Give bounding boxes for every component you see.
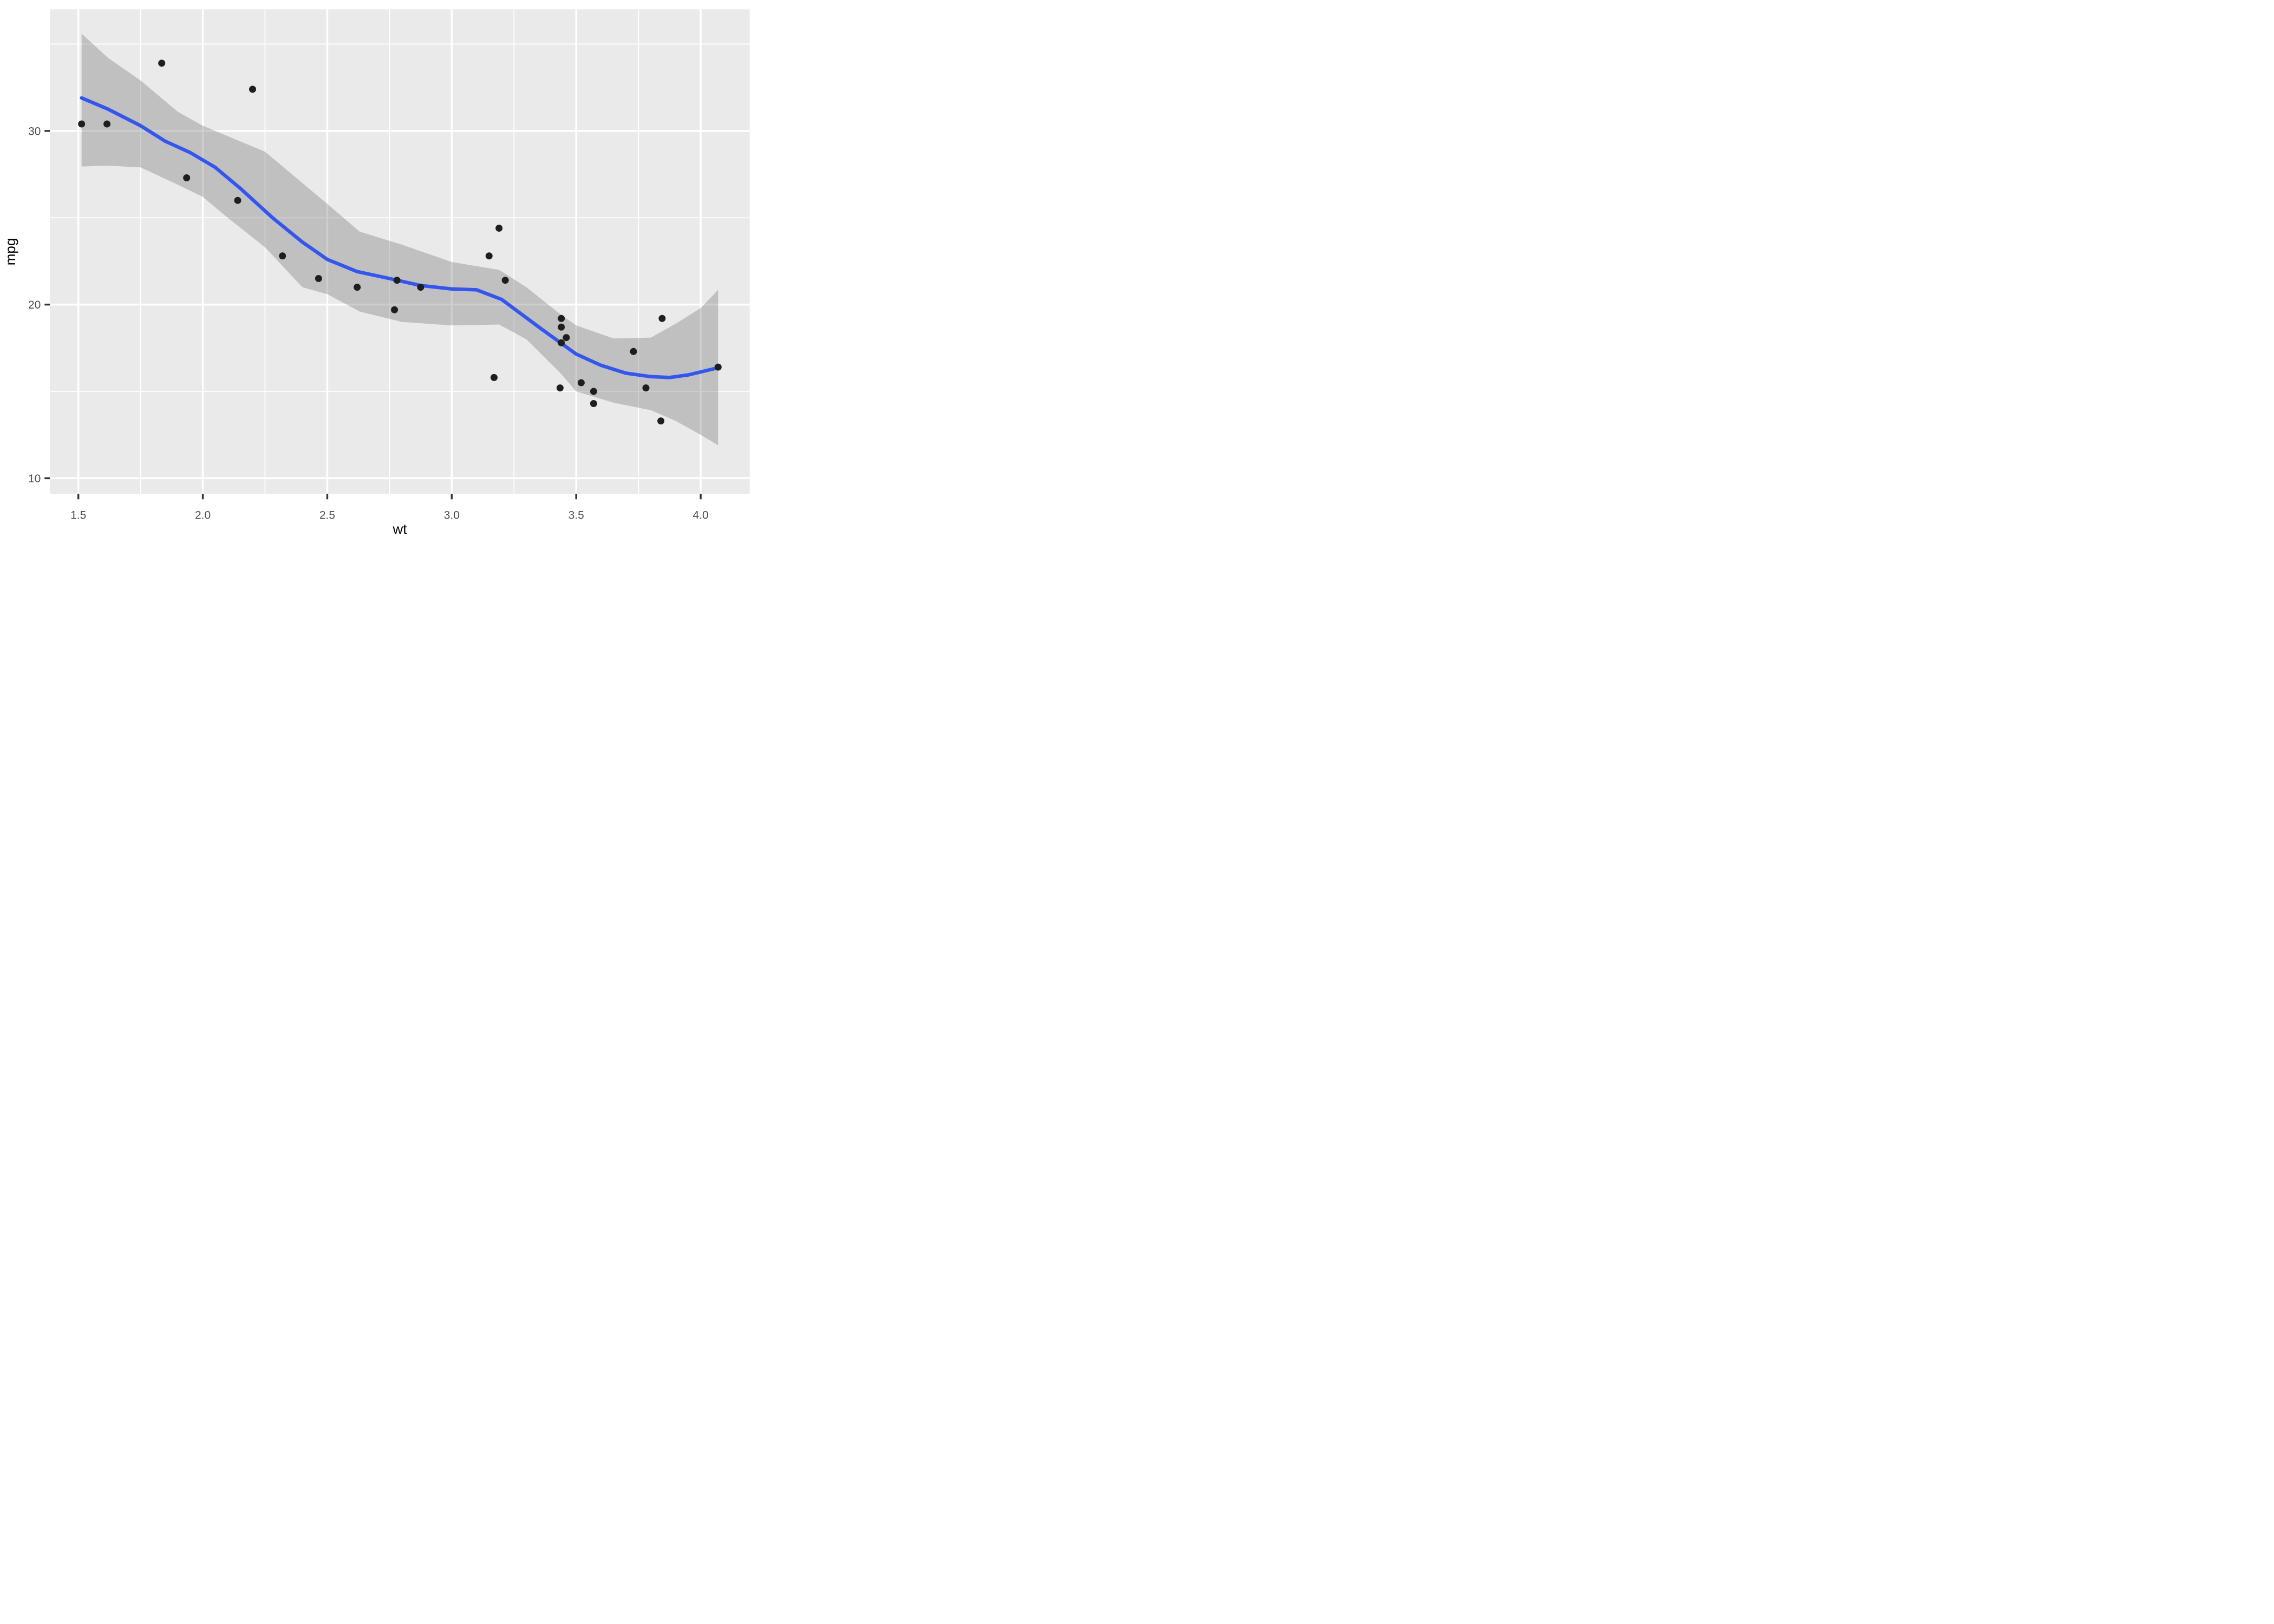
x-tick-label: 1.5 bbox=[70, 509, 86, 521]
data-point bbox=[630, 348, 637, 355]
data-point bbox=[590, 388, 597, 395]
data-point bbox=[577, 379, 585, 387]
data-point bbox=[391, 306, 398, 313]
data-point bbox=[556, 384, 564, 392]
data-point bbox=[249, 86, 256, 93]
y-tick-label: 30 bbox=[28, 125, 41, 137]
data-point bbox=[590, 400, 597, 407]
y-axis-title: mpg bbox=[2, 238, 18, 266]
data-point bbox=[78, 120, 86, 128]
data-point bbox=[393, 277, 401, 284]
scatter-plot: 1.5 2.0 2.5 3.0 3.5 4.0 10 20 30 wt mpg bbox=[2, 9, 750, 537]
data-point bbox=[279, 252, 286, 260]
data-point bbox=[501, 277, 509, 284]
data-point bbox=[642, 384, 650, 392]
y-tick-label: 20 bbox=[28, 299, 41, 311]
data-point bbox=[491, 374, 498, 381]
data-point bbox=[657, 417, 665, 425]
x-tick-label: 2.0 bbox=[195, 509, 211, 521]
x-axis-title: wt bbox=[393, 521, 408, 537]
data-point bbox=[558, 323, 565, 331]
x-tick-label: 2.5 bbox=[319, 509, 335, 521]
data-point bbox=[563, 334, 570, 342]
x-tick-label: 3.5 bbox=[568, 509, 584, 521]
data-point bbox=[103, 120, 111, 128]
data-point bbox=[354, 284, 361, 291]
data-point bbox=[234, 197, 241, 204]
x-tick-label: 3.0 bbox=[444, 509, 460, 521]
y-tick-label: 10 bbox=[28, 473, 41, 485]
x-tick-label: 4.0 bbox=[693, 509, 709, 521]
plot-root: 1.5 2.0 2.5 3.0 3.5 4.0 10 20 30 wt mpg bbox=[0, 0, 758, 541]
data-point bbox=[558, 315, 565, 322]
data-point bbox=[158, 60, 166, 67]
data-point bbox=[315, 275, 322, 282]
data-point bbox=[714, 363, 722, 371]
smooth-line bbox=[80, 96, 720, 379]
data-point bbox=[658, 315, 666, 322]
panel-background bbox=[50, 9, 750, 494]
data-point bbox=[485, 252, 493, 260]
data-point bbox=[495, 225, 503, 232]
plot-panel: 1.5 2.0 2.5 3.0 3.5 4.0 10 20 30 bbox=[28, 9, 750, 521]
data-point bbox=[417, 284, 424, 291]
data-point bbox=[558, 339, 565, 346]
data-point bbox=[183, 174, 191, 181]
